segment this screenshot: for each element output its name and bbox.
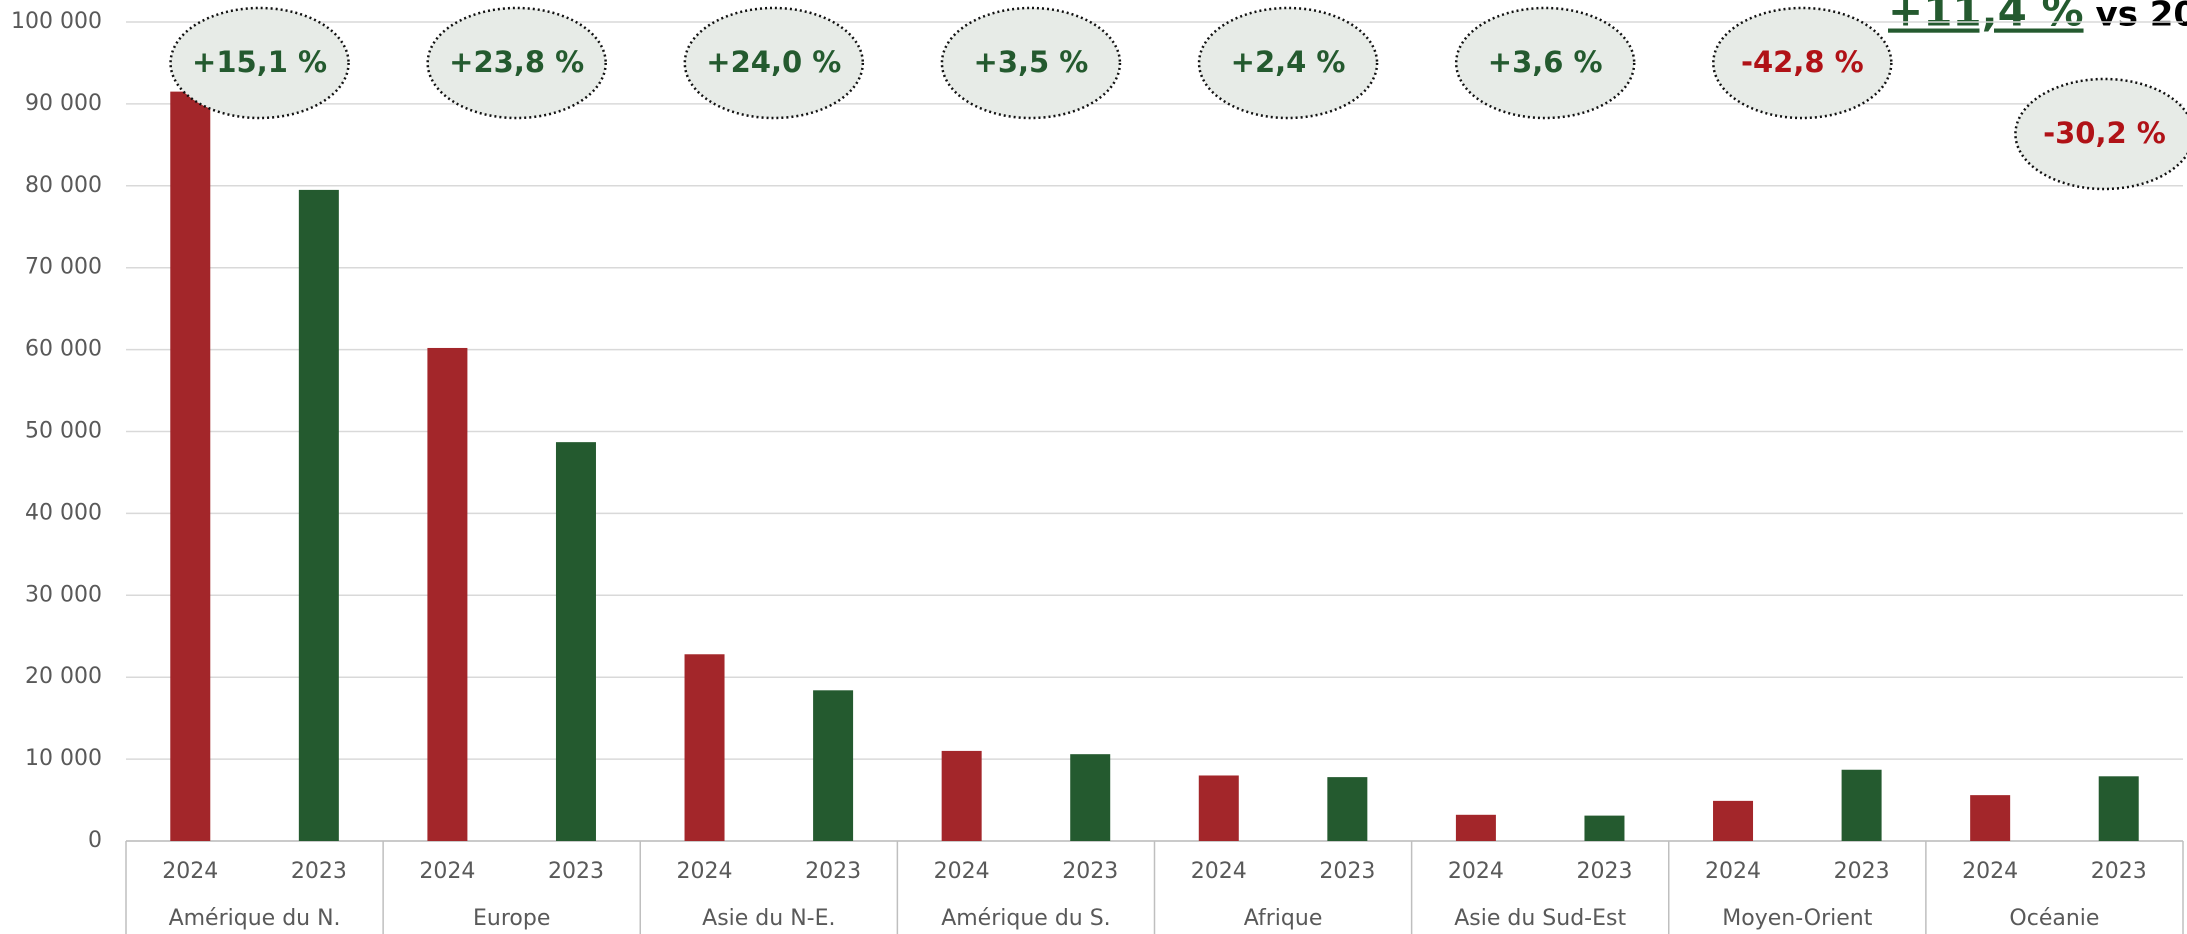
series-label: 2023 bbox=[2091, 859, 2147, 884]
annotation-bubble bbox=[1197, 6, 1379, 120]
annotation-bubble bbox=[1454, 6, 1636, 120]
x-tick-label: Moyen-Orient bbox=[1722, 906, 1872, 931]
x-tick-label: Afrique bbox=[1244, 906, 1323, 931]
annotation: +15,1 % bbox=[192, 45, 327, 79]
y-tick-label: 60 000 bbox=[25, 337, 102, 362]
x-tick-label: Amérique du N. bbox=[169, 906, 341, 931]
series-label: 2023 bbox=[291, 859, 347, 884]
bar bbox=[2098, 776, 2139, 841]
series-label: 2023 bbox=[1062, 859, 1118, 884]
annotation: +2,4 % bbox=[1231, 45, 1346, 79]
y-tick-label: 20 000 bbox=[25, 664, 102, 689]
annotation: +3,6 % bbox=[1488, 45, 1603, 79]
y-tick-label: 80 000 bbox=[25, 173, 102, 198]
bar bbox=[298, 189, 339, 841]
annotation-bubble bbox=[169, 6, 350, 120]
series-label: 2023 bbox=[805, 859, 861, 884]
bar bbox=[555, 442, 596, 841]
x-tick-label: Europe bbox=[473, 906, 550, 931]
y-tick-label: 40 000 bbox=[25, 500, 102, 525]
bar bbox=[1070, 754, 1111, 841]
annotation: -42,8 % bbox=[1741, 45, 1864, 79]
bar bbox=[1584, 815, 1625, 841]
series-label: 2023 bbox=[548, 859, 604, 884]
annotation-bubble bbox=[1712, 6, 1893, 120]
y-tick-label: 0 bbox=[88, 828, 102, 853]
x-tick-label: Amérique du S. bbox=[941, 906, 1110, 931]
y-tick-label: 30 000 bbox=[25, 582, 102, 607]
series-label: 2024 bbox=[677, 859, 733, 884]
series-label: 2024 bbox=[162, 859, 218, 884]
series-label: 2024 bbox=[1962, 859, 2018, 884]
annotation-bubble bbox=[683, 6, 865, 120]
bar bbox=[1970, 795, 2011, 841]
series-label: 2024 bbox=[419, 859, 475, 884]
bar bbox=[1198, 775, 1239, 841]
series-label: 2024 bbox=[934, 859, 990, 884]
series-label: 2023 bbox=[1319, 859, 1375, 884]
y-tick-label: 10 000 bbox=[25, 746, 102, 771]
bar bbox=[813, 690, 854, 841]
y-tick-label: 100 000 bbox=[11, 9, 102, 34]
bar bbox=[427, 347, 468, 841]
bar bbox=[1713, 800, 1754, 841]
headline: +11,4 % bbox=[1888, 0, 2084, 36]
bar bbox=[1455, 814, 1496, 841]
x-tick-label: Asie du N-E. bbox=[702, 906, 835, 931]
annotation-bubble bbox=[426, 6, 607, 120]
annotation-bubble bbox=[940, 6, 1122, 120]
x-tick-label: Océanie bbox=[2009, 906, 2099, 931]
series-label: 2023 bbox=[1834, 859, 1890, 884]
annotation-bubble bbox=[2014, 77, 2187, 191]
bar bbox=[170, 91, 211, 842]
series-label: 2024 bbox=[1448, 859, 1504, 884]
y-tick-label: 70 000 bbox=[25, 255, 102, 280]
x-tick-label: Asie du Sud-Est bbox=[1454, 906, 1626, 931]
headline-suffix: vs 2023 bbox=[2096, 0, 2187, 35]
annotation: +23,8 % bbox=[449, 45, 584, 79]
series-label: 2024 bbox=[1705, 859, 1761, 884]
annotation: +24,0 % bbox=[706, 45, 841, 79]
series-label: 2023 bbox=[1576, 859, 1632, 884]
bar bbox=[684, 654, 725, 841]
y-tick-label: 90 000 bbox=[25, 91, 102, 116]
annotation: +3,5 % bbox=[974, 45, 1089, 79]
y-tick-label: 50 000 bbox=[25, 419, 102, 444]
bar bbox=[1841, 769, 1882, 841]
series-label: 2024 bbox=[1191, 859, 1247, 884]
bar bbox=[1327, 777, 1368, 841]
bar bbox=[941, 750, 982, 841]
annotation: -30,2 % bbox=[2043, 116, 2166, 150]
